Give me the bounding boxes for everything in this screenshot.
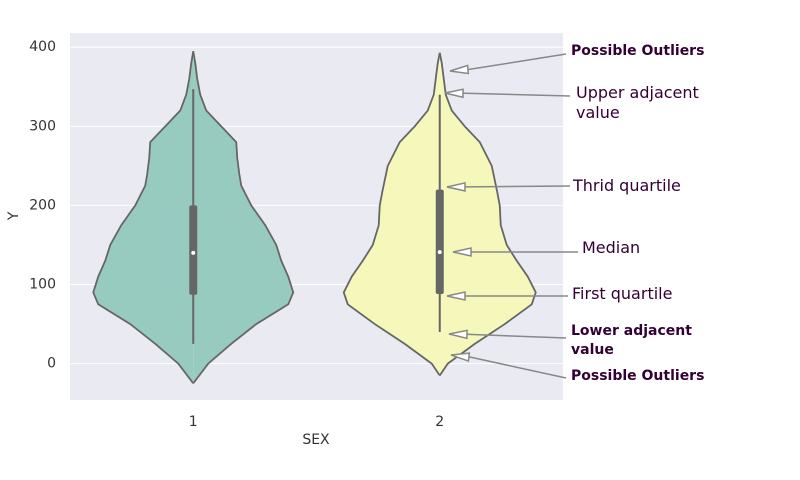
annotation: Thrid quartile xyxy=(573,176,681,195)
y-tick-label: 300 xyxy=(29,118,56,134)
annotation: Median xyxy=(582,238,641,257)
annotation-arrowhead xyxy=(449,64,470,75)
x-axis-label: SEX xyxy=(302,432,330,448)
annotation-arrowhead xyxy=(450,352,471,363)
annotation: Lower adjacent value xyxy=(571,323,692,358)
violin-half xyxy=(343,52,440,376)
box xyxy=(435,189,444,295)
y-tick-label: 400 xyxy=(29,39,56,55)
violin-outline xyxy=(438,52,537,376)
x-tick-label: 2 xyxy=(435,414,444,430)
annotation-arrowhead xyxy=(448,329,468,340)
annotation: Upper adjacent value xyxy=(576,83,699,122)
annotation: Possible Outliers xyxy=(571,43,705,59)
annotation-arrowhead xyxy=(452,247,472,257)
violin-outline xyxy=(342,52,441,376)
y-tick-label: 200 xyxy=(29,197,56,213)
y-tick-label: 100 xyxy=(29,277,56,293)
annotation: Possible Outliers xyxy=(571,368,705,384)
violin-half xyxy=(93,51,194,384)
annotation-arrowhead xyxy=(446,181,466,192)
annotation-arrowhead xyxy=(446,291,466,301)
median xyxy=(437,250,442,255)
annotation: First quartile xyxy=(572,284,673,303)
violin-half xyxy=(193,51,294,384)
annotation-arrowhead xyxy=(444,88,464,99)
y-axis-label: Y xyxy=(6,211,22,221)
y-tick-label: 0 xyxy=(47,356,56,372)
median xyxy=(191,250,196,255)
violin-outline xyxy=(192,51,295,384)
violin-outline xyxy=(92,51,195,384)
box xyxy=(189,205,198,295)
x-tick-label: 1 xyxy=(189,414,198,430)
